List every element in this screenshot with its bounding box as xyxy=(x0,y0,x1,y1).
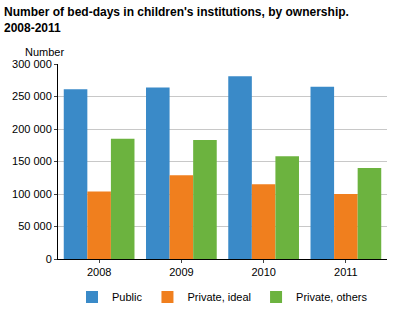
svg-text:150 000: 150 000 xyxy=(12,155,52,167)
svg-text:Number of bed-days in children: Number of bed-days in children's institu… xyxy=(4,5,349,35)
svg-text:2008: 2008 xyxy=(87,266,111,278)
svg-text:200 000: 200 000 xyxy=(12,123,52,135)
svg-text:Private, ideal: Private, ideal xyxy=(187,291,251,303)
svg-text:2010: 2010 xyxy=(251,266,275,278)
svg-text:Private, others: Private, others xyxy=(296,291,367,303)
svg-text:50 000: 50 000 xyxy=(18,220,52,232)
svg-text:2009: 2009 xyxy=(169,266,193,278)
svg-text:2011: 2011 xyxy=(334,266,358,278)
svg-text:250 000: 250 000 xyxy=(12,90,52,102)
svg-text:Public: Public xyxy=(112,291,142,303)
svg-text:0: 0 xyxy=(46,253,52,265)
svg-text:300 000: 300 000 xyxy=(12,58,52,70)
svg-text:Number: Number xyxy=(25,46,64,58)
svg-text:100 000: 100 000 xyxy=(12,188,52,200)
